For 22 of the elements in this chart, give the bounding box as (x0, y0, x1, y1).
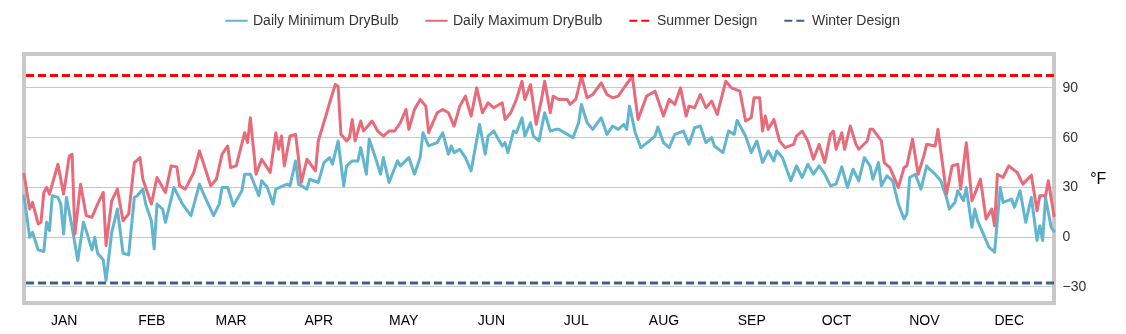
x-tick-label: JUL (563, 311, 589, 328)
y-tick-label: −30 (1062, 277, 1087, 294)
x-tick-label: JAN (50, 311, 78, 328)
y-tick-label: 30 (1062, 178, 1079, 195)
y-tick-label: 60 (1062, 128, 1079, 145)
x-tick-label: APR (304, 311, 334, 328)
x-tick-label: OCT (821, 311, 852, 328)
x-tick-label: MAR (215, 311, 247, 328)
x-tick-label: DEC (994, 311, 1025, 328)
legend-label: Daily Maximum DryBulb (453, 11, 603, 28)
y-tick-label: 0 (1062, 228, 1071, 245)
x-tick-label: AUG (648, 311, 680, 328)
y-tick-label: 90 (1062, 78, 1079, 95)
legend-label: Winter Design (812, 11, 900, 28)
x-tick-label: FEB (138, 311, 166, 328)
legend-label: Daily Minimum DryBulb (253, 11, 399, 28)
x-tick-label: SEP (737, 311, 766, 328)
x-tick-label: NOV (909, 311, 941, 328)
y-axis-title: °F (1090, 170, 1107, 187)
legend-label: Summer Design (657, 11, 758, 28)
x-tick-label: JUN (477, 311, 506, 328)
x-tick-label: MAY (389, 311, 419, 328)
